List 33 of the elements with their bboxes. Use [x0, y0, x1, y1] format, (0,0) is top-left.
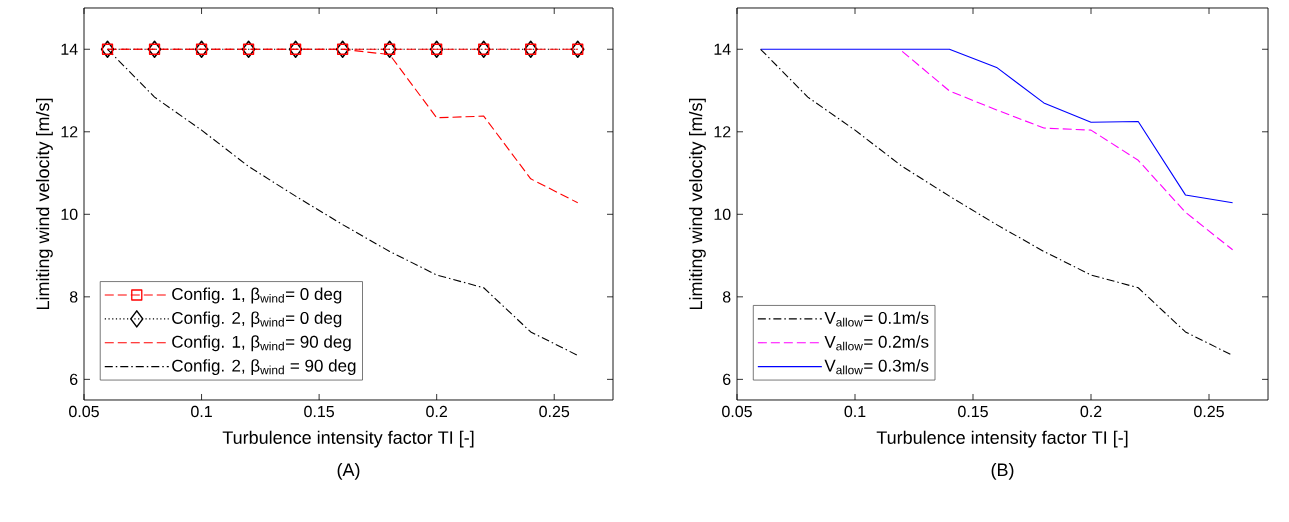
legend-label: Config. 1, β$_{wind}$= 0 deg [172, 287, 342, 304]
x-tick-label: 0.2 [1080, 405, 1102, 418]
legend-label: V$_{allow}$= 0.2m/s [824, 335, 929, 351]
x-axis-title: Turbulence intensity factor TI [-] [876, 430, 1128, 448]
y-tick-label: 12 [61, 126, 78, 138]
text: (A) [337, 462, 360, 480]
legend-label: V$_{allow}$= 0.3m/s [824, 359, 929, 375]
legend-label: Config. 2, β$_{wind}$= 0 deg [172, 311, 342, 328]
y-tick-label: 14 [61, 43, 78, 55]
legend-label: Config. 1, β$_{wind}$= 90 deg [172, 335, 351, 352]
text: (B) [991, 462, 1014, 480]
y-tick-label: 14 [714, 43, 731, 55]
x-tick-label: 0.15 [958, 405, 988, 418]
x-tick-label: 0.05 [69, 405, 99, 418]
x-tick-label: 0.15 [304, 405, 334, 418]
y-tick-label: 8 [722, 291, 731, 303]
y-tick-label: 6 [70, 373, 78, 386]
x-axis-title: Turbulence intensity factor TI [-] [222, 430, 474, 448]
y-tick-label: 10 [714, 208, 731, 220]
y-axis-title: Limiting wind velocity [m/s] [689, 98, 706, 310]
x-tick-label: 0.2 [426, 405, 447, 418]
legend-label: V$_{allow}$= 0.1m/s [824, 311, 929, 327]
y-tick-label: 6 [723, 373, 731, 386]
y-tick-label: 8 [69, 291, 78, 303]
x-tick-label: 0.25 [1194, 405, 1224, 418]
y-axis-title: Limiting wind velocity [m/s] [36, 98, 53, 310]
x-tick-label: 0.1 [191, 405, 212, 418]
legend-label: Config. 2, β$_{wind}$ = 90 deg [172, 359, 356, 376]
y-tick-label: 12 [714, 126, 731, 138]
x-tick-label: 0.05 [722, 405, 752, 418]
x-tick-label: 0.25 [539, 405, 570, 418]
y-tick-label: 10 [61, 208, 78, 220]
x-tick-label: 0.1 [844, 405, 866, 418]
